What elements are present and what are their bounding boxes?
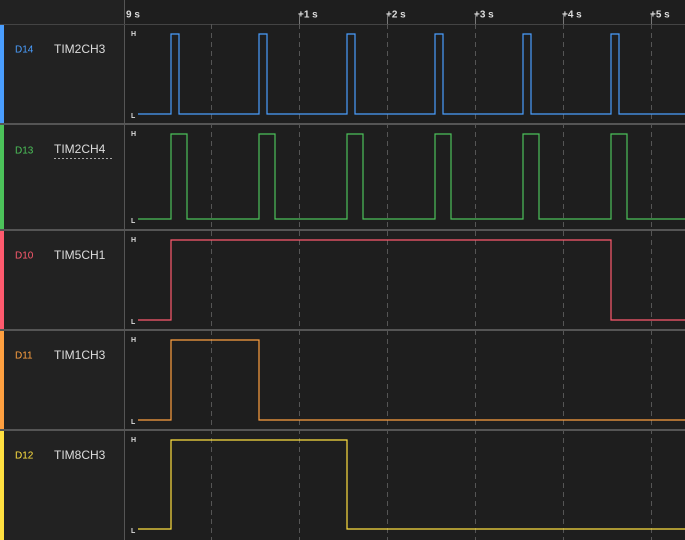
- time-ticks: 9 s +1 s +2 s +3 s +4 s +5 s: [126, 10, 670, 24]
- channel-id: D14: [15, 45, 34, 56]
- channel-name: TIM2CH4: [54, 142, 106, 156]
- channel-id: D13: [15, 146, 34, 157]
- low-label: L: [131, 319, 136, 326]
- channel-name: TIM1CH3: [54, 348, 106, 362]
- channel-row[interactable]: D10 TIM5CH1 H L: [0, 231, 685, 329]
- channel-color: [0, 231, 4, 329]
- row-separators: [0, 123, 685, 431]
- waveform: [138, 133, 685, 220]
- channel-id: D10: [15, 251, 34, 262]
- time-grid: [211, 24, 652, 540]
- time-label: 9 s: [126, 10, 140, 21]
- high-label: H: [131, 437, 136, 444]
- channel-name: TIM5CH1: [54, 248, 106, 262]
- channel-row[interactable]: D12 TIM8CH3 H L: [0, 431, 685, 540]
- time-label: +2 s: [386, 10, 406, 21]
- high-label: H: [131, 237, 136, 244]
- time-label: +4 s: [562, 10, 582, 21]
- channel-row[interactable]: D14 TIM2CH3 H L: [0, 25, 685, 123]
- low-label: L: [131, 528, 136, 535]
- channel-row[interactable]: D13 TIM2CH4 H L: [0, 125, 685, 229]
- waveform: [138, 33, 685, 115]
- high-label: H: [131, 131, 136, 138]
- channel-id: D12: [15, 451, 34, 462]
- waveform: [138, 439, 685, 530]
- waveform: [138, 339, 685, 421]
- time-label: +3 s: [474, 10, 494, 21]
- low-label: L: [131, 419, 136, 426]
- channel-name: TIM2CH3: [54, 42, 106, 56]
- channel-name: TIM8CH3: [54, 448, 106, 462]
- low-label: L: [131, 218, 136, 225]
- low-label: L: [131, 113, 136, 120]
- time-label: +1 s: [298, 10, 318, 21]
- channel-color: [0, 25, 4, 123]
- channel-row[interactable]: D11 TIM1CH3 H L: [0, 331, 685, 429]
- high-label: H: [131, 337, 136, 344]
- channel-color: [0, 331, 4, 429]
- high-label: H: [131, 31, 136, 38]
- channel-color: [0, 431, 4, 540]
- channel-id: D11: [15, 351, 33, 362]
- channel-panel: [0, 0, 124, 540]
- channel-color: [0, 125, 4, 229]
- time-label: +5 s: [650, 10, 670, 21]
- waveform: [138, 239, 685, 321]
